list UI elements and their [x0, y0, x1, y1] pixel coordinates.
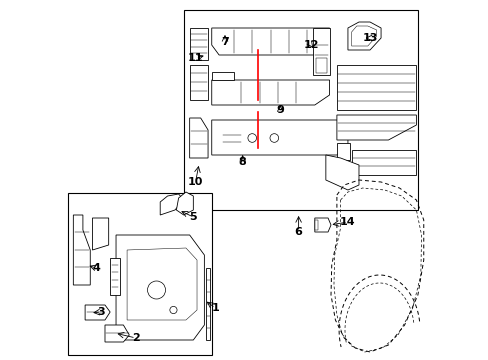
- Text: 10: 10: [187, 177, 203, 187]
- Polygon shape: [314, 220, 317, 230]
- Circle shape: [269, 134, 278, 142]
- Text: 6: 6: [294, 227, 302, 237]
- Text: 4: 4: [92, 263, 100, 273]
- Polygon shape: [189, 28, 207, 60]
- Polygon shape: [176, 192, 193, 215]
- Text: 12: 12: [303, 40, 318, 50]
- Circle shape: [247, 134, 256, 142]
- Polygon shape: [85, 305, 110, 320]
- Polygon shape: [351, 150, 416, 175]
- Polygon shape: [314, 218, 330, 232]
- Polygon shape: [116, 235, 204, 340]
- Polygon shape: [211, 80, 329, 105]
- Polygon shape: [127, 248, 197, 320]
- Polygon shape: [189, 118, 207, 158]
- Text: 11: 11: [187, 53, 203, 63]
- Polygon shape: [73, 215, 90, 285]
- Text: 3: 3: [97, 307, 105, 317]
- Polygon shape: [211, 28, 329, 55]
- Polygon shape: [336, 143, 349, 160]
- Polygon shape: [351, 26, 376, 46]
- Bar: [68, 193, 211, 355]
- Text: 14: 14: [340, 217, 355, 227]
- Polygon shape: [211, 72, 233, 80]
- Text: 8: 8: [238, 157, 246, 167]
- Polygon shape: [315, 58, 326, 73]
- Polygon shape: [205, 268, 210, 340]
- Circle shape: [169, 306, 177, 314]
- Text: 2: 2: [132, 333, 140, 343]
- Polygon shape: [160, 194, 183, 215]
- Text: 7: 7: [221, 37, 228, 47]
- Polygon shape: [313, 28, 329, 75]
- Text: 13: 13: [362, 33, 377, 43]
- Polygon shape: [92, 218, 108, 250]
- Polygon shape: [336, 65, 416, 110]
- Text: 5: 5: [189, 212, 197, 222]
- Polygon shape: [325, 155, 358, 190]
- Polygon shape: [336, 115, 416, 140]
- Polygon shape: [347, 22, 380, 50]
- Polygon shape: [189, 65, 207, 100]
- Text: 1: 1: [211, 303, 219, 313]
- Bar: [184, 10, 417, 210]
- Polygon shape: [110, 258, 120, 295]
- Text: 9: 9: [276, 105, 284, 115]
- Polygon shape: [105, 325, 129, 342]
- Circle shape: [147, 281, 165, 299]
- Polygon shape: [211, 120, 347, 155]
